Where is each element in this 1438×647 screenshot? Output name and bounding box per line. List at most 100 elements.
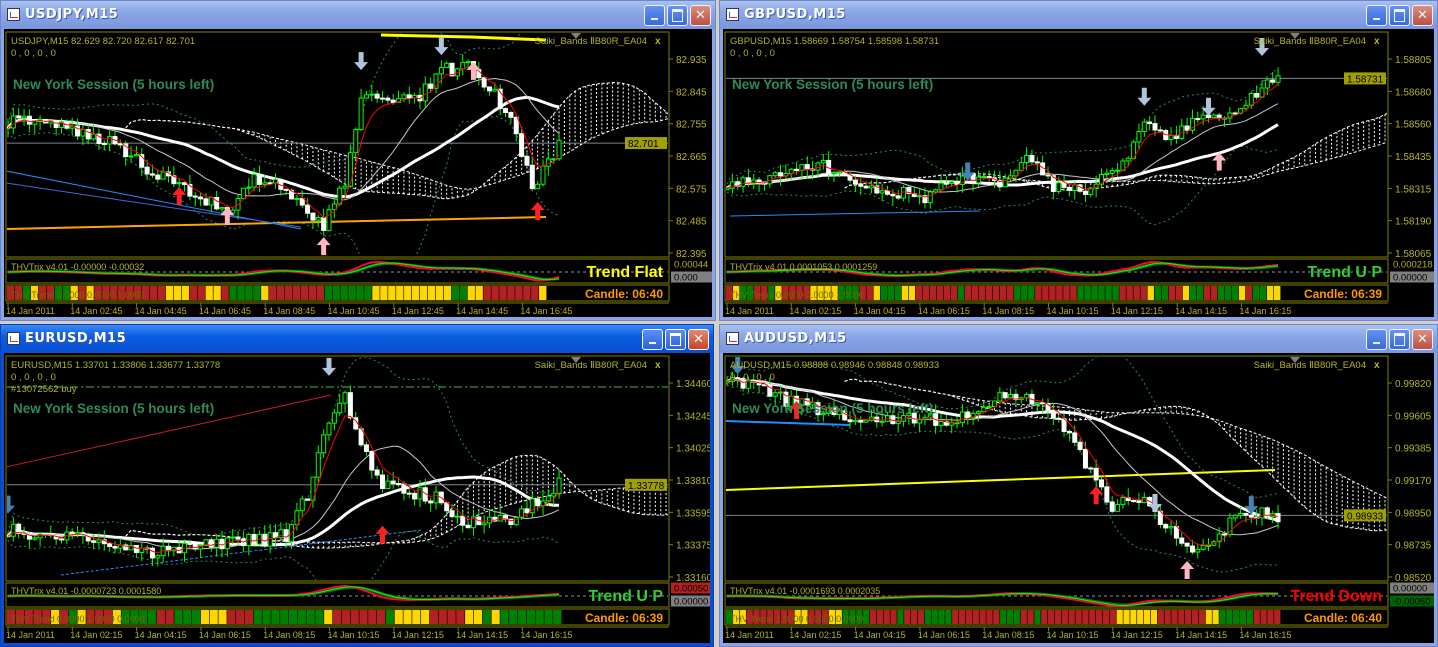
candle — [214, 533, 220, 557]
trend-bar — [943, 286, 951, 300]
price-label: 0.99170 — [1395, 476, 1432, 487]
main-plot[interactable] — [6, 9, 677, 281]
trix-panel[interactable]: THVTrix v4.01 0.0001053 0.0001259 Trend U… — [726, 260, 1387, 281]
trend-bar — [924, 610, 931, 624]
chart-canvas[interactable]: 0.99820 0.99605 0.99385 0.99170 0.98950 0.987… — [720, 325, 1438, 647]
candle — [1259, 507, 1265, 526]
title-bar[interactable]: AUDUSD,M15 ✕ — [720, 325, 1437, 353]
maximize-icon — [1394, 9, 1405, 22]
candle — [305, 198, 311, 219]
minimize-button[interactable] — [642, 329, 663, 350]
chart-window-eurusd[interactable]: EURUSD,M15 ✕ 1.34460 1.34245 1.34025 1.33810 1… — [0, 324, 714, 647]
trend-bar — [1096, 610, 1103, 624]
trend-bar — [957, 286, 965, 300]
trend-bar — [978, 286, 986, 300]
title-bar[interactable]: EURUSD,M15 ✕ — [1, 325, 713, 353]
title-bar[interactable]: GBPUSD,M15 ✕ — [720, 1, 1437, 29]
ichimoku-cloud — [232, 455, 667, 549]
chart-window-usdjpy[interactable]: USDJPY,M15 ✕ 82.935 82.845 82.755 82.665 82.57… — [0, 0, 716, 321]
candle — [868, 180, 874, 194]
chart-window-gbpusd[interactable]: GBPUSD,M15 ✕ 1.58805 1.58680 1.58560 1.58435 1… — [719, 0, 1438, 321]
trend-bar — [1168, 286, 1176, 300]
candle — [529, 156, 535, 192]
minimize-button[interactable] — [1366, 329, 1387, 350]
close-button[interactable]: ✕ — [688, 329, 709, 350]
trend-bar — [456, 610, 465, 624]
main-plot[interactable] — [725, 37, 1396, 226]
candle — [369, 450, 375, 479]
candle — [385, 474, 391, 489]
close-button[interactable]: ✕ — [1412, 329, 1433, 350]
trend-bar — [103, 610, 113, 624]
chart-canvas[interactable]: 1.34460 1.34245 1.34025 1.33810 1.33595 1.333… — [1, 325, 714, 647]
main-plot[interactable] — [1, 357, 677, 613]
trend-bar — [42, 610, 51, 624]
indicator-close-icon[interactable]: x — [655, 360, 661, 371]
time-axis: 14 Jan 2011 14 Jan 02:15 14 Jan 04:15 14 Ja… — [725, 303, 1291, 316]
maximize-button[interactable] — [1389, 5, 1410, 26]
trend-bar — [952, 610, 959, 624]
trend-bar — [787, 610, 794, 624]
candle — [198, 192, 204, 206]
trend-bar — [1041, 610, 1048, 624]
trend-bar — [244, 610, 254, 624]
indicator-close-icon[interactable]: x — [1374, 36, 1380, 47]
trix-panel[interactable]: THVTrix v4.01 -0.00000 -0.00032 Trend Fla… — [7, 260, 668, 282]
trend-bar — [1196, 286, 1204, 300]
trend-bar — [1091, 286, 1098, 300]
candle — [911, 186, 917, 198]
trix-fast-line — [726, 262, 1279, 277]
trend-bar — [236, 610, 245, 624]
trend-bar — [491, 286, 499, 300]
candle — [299, 190, 305, 209]
maximize-button[interactable] — [667, 5, 688, 26]
trend-bar — [1260, 610, 1267, 624]
candle — [1189, 539, 1195, 555]
trend-bar — [1034, 610, 1041, 624]
candle — [358, 88, 364, 131]
candle — [460, 509, 466, 533]
chart-shift-marker-icon[interactable] — [571, 33, 581, 39]
trend-bar — [1116, 610, 1123, 624]
trix-panel[interactable]: THVTrix v4.01 -0.0001693 0.0002035 Trend … — [726, 586, 1387, 608]
chart-canvas[interactable]: 82.935 82.845 82.755 82.665 82.575 82.485 82.3… — [1, 1, 716, 321]
main-plot[interactable] — [725, 350, 1396, 579]
chart-canvas[interactable]: 1.58805 1.58680 1.58560 1.58435 1.58315 1.581… — [720, 1, 1438, 321]
candle — [251, 527, 257, 547]
trend-bar — [465, 610, 474, 624]
maximize-button[interactable] — [1389, 329, 1410, 350]
time-axis: 14 Jan 2011 14 Jan 02:15 14 Jan 04:15 14 Ja… — [725, 627, 1291, 640]
candle — [299, 495, 305, 518]
chart-window-audusd[interactable]: AUDUSD,M15 ✕ 0.99820 0.99605 0.99385 0.99170 0… — [719, 324, 1438, 647]
minimize-button[interactable] — [1366, 5, 1387, 26]
indicator-close-icon[interactable]: x — [655, 36, 661, 47]
trix-panel[interactable]: THVTrix v4.01 -0.0000723 0.0001580 Trend … — [7, 584, 668, 605]
candle — [1077, 438, 1083, 453]
candle — [949, 417, 955, 434]
candle — [831, 398, 837, 417]
close-button[interactable]: ✕ — [690, 5, 711, 26]
candle — [1152, 115, 1158, 136]
chart-shift-marker-icon[interactable] — [1290, 357, 1300, 363]
candle — [64, 525, 70, 544]
indicator-close-icon[interactable]: x — [1374, 360, 1380, 371]
trend-bar — [1133, 286, 1140, 300]
minimize-button[interactable] — [644, 5, 665, 26]
close-button[interactable]: ✕ — [1412, 5, 1433, 26]
chart-shift-marker-icon[interactable] — [1290, 33, 1300, 39]
title-bar[interactable]: USDJPY,M15 ✕ — [1, 1, 715, 29]
trend-bar — [324, 286, 332, 300]
candle — [1125, 156, 1131, 167]
trend-bar — [1231, 286, 1239, 300]
chart-shift-marker-icon[interactable] — [571, 357, 581, 363]
trend-bar — [1164, 610, 1171, 624]
band-lower — [7, 530, 560, 580]
trix-value-box — [671, 271, 713, 283]
trend-bar — [883, 610, 890, 624]
arrow-up-icon — [375, 525, 390, 544]
maximize-button[interactable] — [665, 329, 686, 350]
trend-bar — [835, 610, 842, 624]
candle — [745, 376, 751, 393]
trend-bar — [438, 610, 447, 624]
candle — [155, 554, 161, 567]
